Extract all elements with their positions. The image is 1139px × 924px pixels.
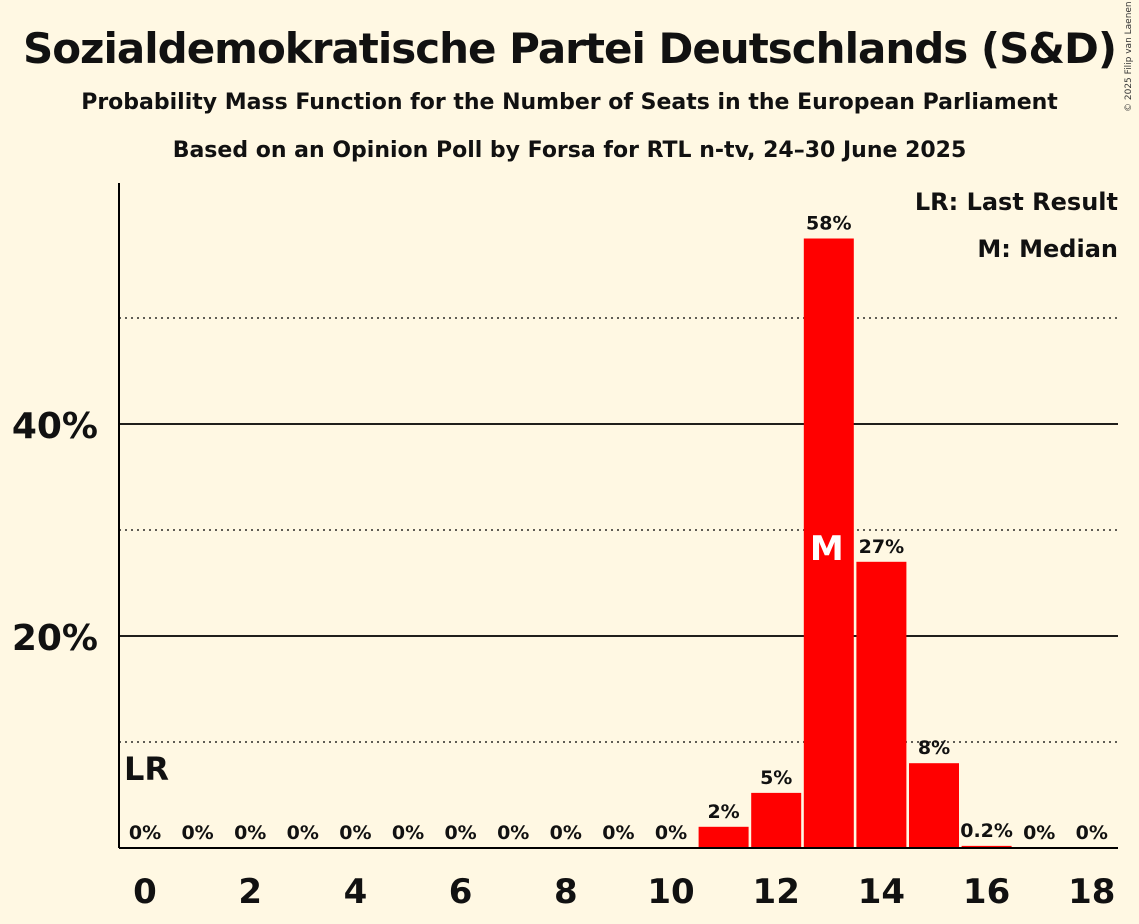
median-marker: M [810,529,844,569]
x-tick-label: 14 [858,872,905,912]
bar-value-label: 0% [444,822,476,844]
legend-median: M: Median [977,235,1118,263]
bar-value-label: 0.2% [960,820,1013,842]
bar-value-label: 0% [234,822,266,844]
bar-value-label: 5% [760,767,792,789]
y-tick-label: 20% [12,618,98,659]
bar-value-label: 0% [287,822,319,844]
x-tick-label: 6 [449,872,473,912]
value-labels: 0% 0% 0% 0% 0% 0% 0% 0% 0% 0% 0% 2% 5% 58% 27% 8% 0.2% 0%… [124,213,1108,845]
x-tick-label: 4 [344,872,368,912]
bar-value-label: 0% [339,822,371,844]
bars [698,238,1012,848]
bar-value-label: 8% [918,737,950,759]
axes: 0 2 4 6 8 10 12 14 16 18 [118,183,1118,912]
x-tick-label: 18 [1068,872,1115,912]
bar [751,792,802,848]
bar-value-label: 0% [602,822,634,844]
bar-value-label: 27% [859,536,904,558]
chart-subtitle: Probability Mass Function for the Number… [81,90,1058,115]
x-tick-label: 0 [133,872,157,912]
last-result-marker: LR [124,750,169,788]
gridlines: 20% 40% [12,317,1118,743]
bar-value-label: 0% [181,822,213,844]
bar [909,763,959,848]
bar [856,561,907,848]
bar-value-label: 0% [655,822,687,844]
bar-value-label: 58% [806,213,851,235]
x-tick-label: 16 [963,872,1010,912]
x-tick-label: 10 [647,872,694,912]
legend-last-result: LR: Last Result [915,188,1118,216]
bar-value-label: 0% [392,822,424,844]
bar [803,238,854,848]
chart-title: Sozialdemokratische Partei Deutschlands … [22,24,1117,73]
bar-value-label: 0% [1076,822,1108,844]
bar-value-label: 0% [129,822,161,844]
bar-value-label: 2% [707,801,739,823]
x-tick-label: 8 [554,872,578,912]
x-tick-label: 2 [238,872,262,912]
bar-value-label: 0% [497,822,529,844]
bar [961,845,1012,848]
bar [698,826,749,848]
chart-source: Based on an Opinion Poll by Forsa for RT… [172,138,967,163]
bar-value-label: 0% [550,822,582,844]
y-tick-label: 40% [12,406,98,447]
bar-value-label: 0% [1023,822,1055,844]
x-tick-label: 12 [753,872,800,912]
